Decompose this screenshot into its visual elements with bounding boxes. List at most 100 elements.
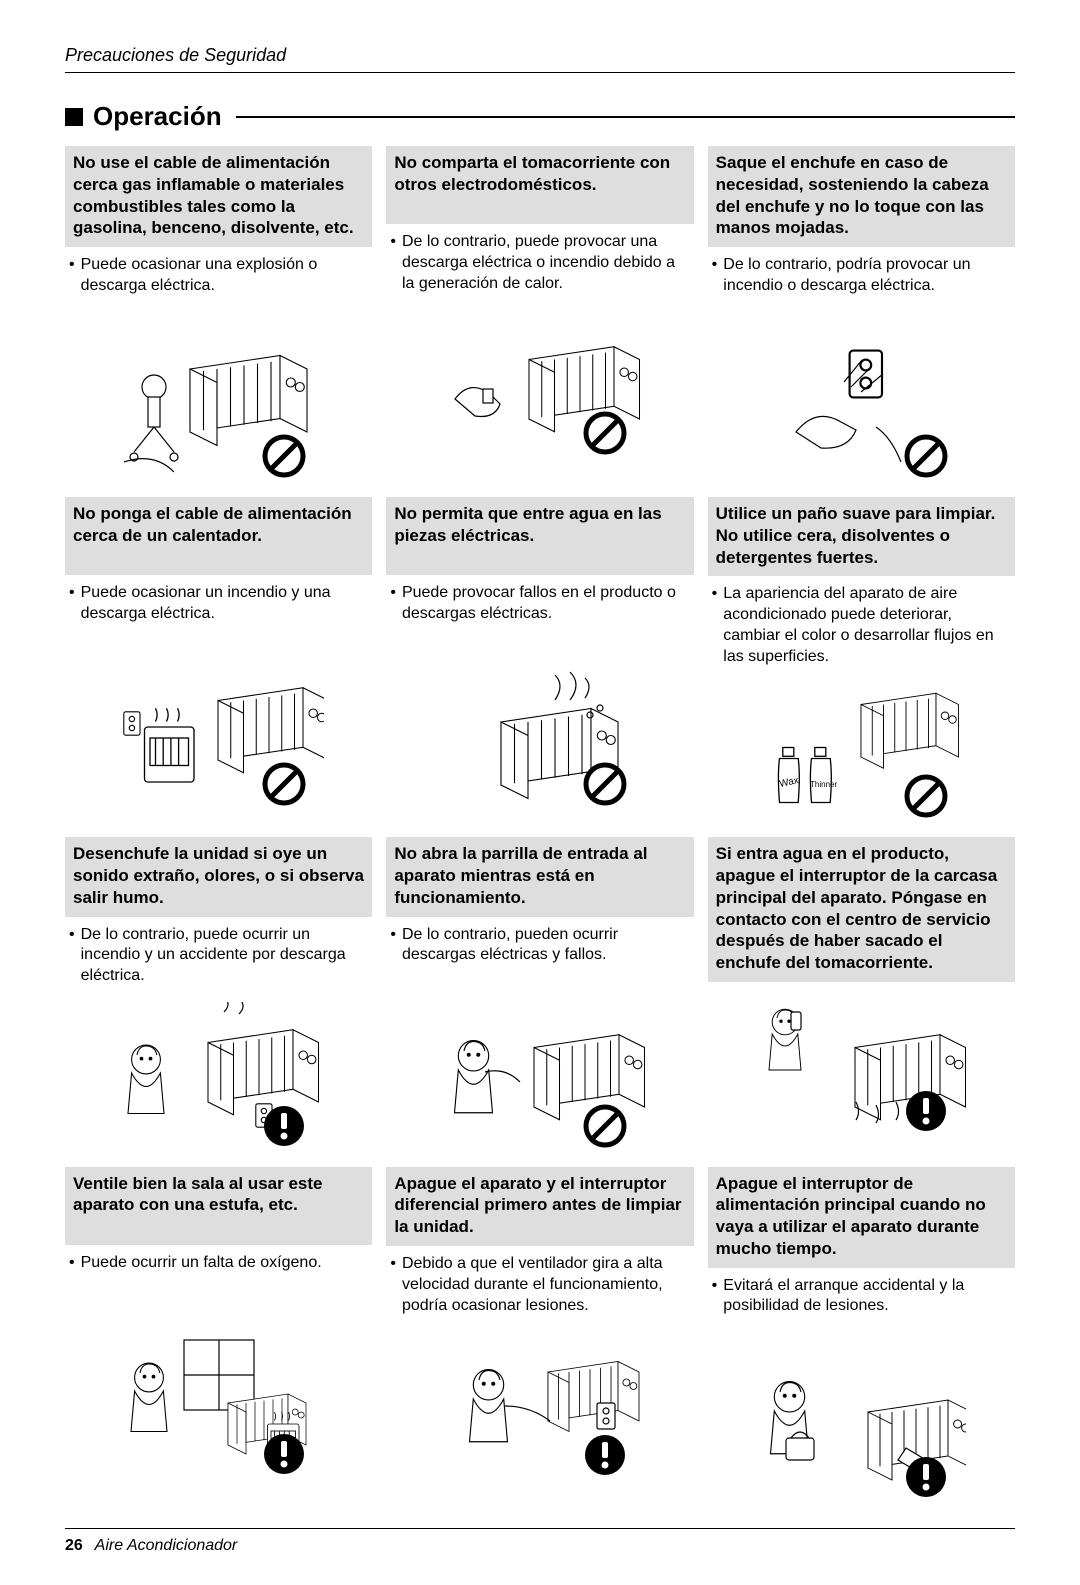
caution-illustration: [708, 1348, 1015, 1508]
caution-cell: No use el cable de alimentación cerca ga…: [65, 146, 372, 487]
person-smells-smoke: [114, 1002, 324, 1152]
caution-illustration: [386, 997, 693, 1157]
caution-body: •De lo contrario, puede provocar una des…: [386, 224, 693, 304]
caution-title: No abra la parrilla de entrada al aparat…: [386, 837, 693, 916]
caution-cell: No abra la parrilla de entrada al aparat…: [386, 837, 693, 1156]
caution-title: Si entra agua en el producto, apague el …: [708, 837, 1015, 982]
caution-title: Apague el aparato y el interruptor difer…: [386, 1167, 693, 1246]
caution-body-text: Debido a que el ventilador gira a alta v…: [402, 1254, 690, 1326]
caution-title: Desenchufe la unidad si oye un sonido ex…: [65, 837, 372, 916]
caution-title: No permita que entre agua en las piezas …: [386, 497, 693, 575]
bullet-icon: •: [712, 584, 718, 667]
caution-title: Utilice un paño suave para limpiar. No u…: [708, 497, 1015, 576]
warning-icon: [904, 1455, 948, 1499]
person-opening-grille: [435, 1002, 645, 1152]
svg-text:Thinner: Thinner: [810, 780, 837, 789]
caution-body-text: Puede ocasionar un incendio y una descar…: [81, 583, 369, 655]
caution-title: Ventile bien la sala al usar este aparat…: [65, 1167, 372, 1245]
caution-illustration: [386, 304, 693, 464]
bullet-icon: •: [69, 255, 75, 327]
warning-icon: [262, 1432, 306, 1476]
bullet-icon: •: [69, 1253, 75, 1325]
caution-illustration: [65, 655, 372, 815]
person-window-ventilate: [114, 1330, 324, 1480]
section-title: Operación: [65, 101, 222, 132]
page-footer: 26 Aire Acondicionador: [65, 1528, 1015, 1555]
caution-body-text: De lo contrario, podría provocar un ince…: [723, 255, 1011, 327]
prohibit-icon: [583, 1104, 627, 1148]
warning-icon: [904, 1089, 948, 1133]
cautions-grid: No use el cable de alimentación cerca ga…: [65, 146, 1015, 1508]
square-bullet-icon: [65, 108, 83, 126]
bullet-icon: •: [390, 232, 396, 304]
caution-cell: Utilice un paño suave para limpiar. No u…: [708, 497, 1015, 827]
caution-body: •De lo contrario, podría provocar un inc…: [708, 247, 1015, 327]
caution-illustration: [65, 997, 372, 1157]
prohibit-icon: [904, 774, 948, 818]
horizontal-rule: [236, 116, 1015, 118]
caution-body: •De lo contrario, puede ocurrir un incen…: [65, 917, 372, 997]
caution-cell: Si entra agua en el producto, apague el …: [708, 837, 1015, 1156]
caution-cell: No permita que entre agua en las piezas …: [386, 497, 693, 827]
bullet-icon: •: [390, 583, 396, 655]
section-title-text: Operación: [93, 101, 222, 132]
footer-label: Aire Acondicionador: [95, 1537, 238, 1554]
caution-cell: Ventile bien la sala al usar este aparat…: [65, 1167, 372, 1508]
prohibit-icon: [262, 434, 306, 478]
bullet-icon: •: [390, 1254, 396, 1326]
caution-body: •Debido a que el ventilador gira a alta …: [386, 1246, 693, 1326]
caution-cell: No ponga el cable de alimentación cerca …: [65, 497, 372, 827]
caution-body-text: Puede ocurrir un falta de oxígeno.: [81, 1253, 322, 1325]
caution-body-text: Puede provocar fallos en el producto o d…: [402, 583, 690, 655]
wax-thinner-bottles-and-unit: WaxThinner: [756, 672, 966, 822]
prohibit-icon: [904, 434, 948, 478]
ac-unit-with-chair-and-plug: [114, 332, 324, 482]
caution-body: •Puede provocar fallos en el producto o …: [386, 575, 693, 655]
section-title-row: Operación: [65, 101, 1015, 132]
caution-cell: Saque el enchufe en caso de necesidad, s…: [708, 146, 1015, 487]
caution-illustration: [708, 327, 1015, 487]
caution-illustration: [65, 1325, 372, 1485]
bullet-icon: •: [712, 255, 718, 327]
caution-body-text: De lo contrario, puede provocar una desc…: [402, 232, 690, 304]
caution-body-text: La apariencia del aparato de aire acondi…: [723, 584, 1011, 667]
person-leaving-with-bag: [756, 1353, 966, 1503]
hand-holding-plug-and-unit: [435, 309, 645, 459]
caution-body: •Puede ocurrir un falta de oxígeno.: [65, 1245, 372, 1325]
caution-body: •Puede ocasionar un incendio y una desca…: [65, 575, 372, 655]
heater-next-to-unit: [114, 660, 324, 810]
caution-body: •Puede ocasionar una explosión o descarg…: [65, 247, 372, 327]
caution-body: •De lo contrario, pueden ocurrir descarg…: [386, 917, 693, 997]
page-number: 26: [65, 1537, 83, 1554]
caution-body-text: De lo contrario, puede ocurrir un incend…: [81, 925, 369, 997]
bullet-icon: •: [69, 583, 75, 655]
person-calling-service-water: [756, 987, 966, 1137]
caution-illustration: [386, 1326, 693, 1486]
person-cleaning-switch-off: [435, 1331, 645, 1481]
caution-illustration: [386, 655, 693, 815]
prohibit-icon: [583, 762, 627, 806]
caution-title: No use el cable de alimentación cerca ga…: [65, 146, 372, 247]
caution-title: Apague el interruptor de alimentación pr…: [708, 1167, 1015, 1268]
caution-cell: Apague el aparato y el interruptor difer…: [386, 1167, 693, 1508]
page-header: Precauciones de Seguridad: [65, 45, 1015, 73]
caution-illustration: [65, 327, 372, 487]
hand-unplugging-wet: [756, 332, 966, 482]
caution-body-text: Puede ocasionar una explosión o descarga…: [81, 255, 369, 327]
caution-cell: No comparta el tomacorriente con otros e…: [386, 146, 693, 487]
prohibit-icon: [262, 762, 306, 806]
bullet-icon: •: [390, 925, 396, 997]
caution-cell: Apague el interruptor de alimentación pr…: [708, 1167, 1015, 1508]
caution-title: No comparta el tomacorriente con otros e…: [386, 146, 693, 224]
caution-title: Saque el enchufe en caso de necesidad, s…: [708, 146, 1015, 247]
bullet-icon: •: [69, 925, 75, 997]
warning-icon: [583, 1433, 627, 1477]
caution-body-text: De lo contrario, pueden ocurrir descarga…: [402, 925, 690, 997]
caution-title: No ponga el cable de alimentación cerca …: [65, 497, 372, 575]
caution-body: •Evitará el arranque accidental y la pos…: [708, 1268, 1015, 1348]
caution-illustration: WaxThinner: [708, 667, 1015, 827]
caution-body: •La apariencia del aparato de aire acond…: [708, 576, 1015, 667]
caution-illustration: [708, 982, 1015, 1142]
caution-cell: Desenchufe la unidad si oye un sonido ex…: [65, 837, 372, 1156]
bullet-icon: •: [712, 1276, 718, 1348]
